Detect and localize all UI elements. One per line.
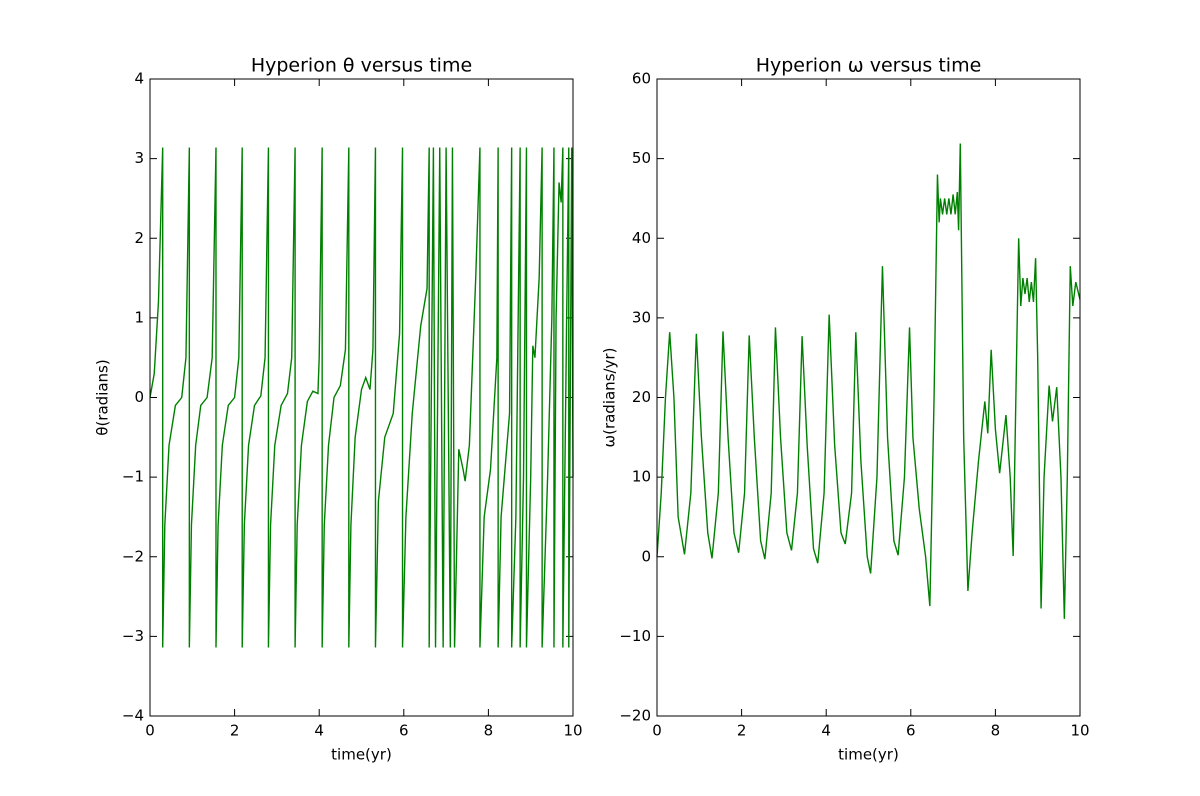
x-tick-label: 2 [737, 722, 747, 740]
x-tick-label: 0 [145, 722, 155, 740]
plot-frame [149, 78, 574, 717]
y-tick-label: 3 [134, 149, 144, 167]
data-line [656, 143, 1081, 619]
x-tick-label: 0 [652, 722, 662, 740]
chart-title: Hyperion θ versus time [251, 55, 472, 77]
plot-frame [656, 78, 1081, 717]
y-tick-label: 30 [632, 308, 651, 326]
y-tick-label: −10 [619, 627, 651, 645]
y-tick-label: −3 [122, 627, 144, 645]
y-tick-label: 40 [632, 229, 651, 247]
y-tick-label: 0 [641, 547, 651, 565]
data-line [149, 147, 574, 648]
chart-title: Hyperion ω versus time [756, 55, 982, 77]
x-tick-label: 10 [563, 722, 582, 740]
y-tick-label: 20 [632, 388, 651, 406]
y-tick-label: 60 [632, 70, 651, 88]
y-tick-label: 10 [632, 468, 651, 486]
x-axis-label: time(yr) [838, 746, 899, 764]
x-tick-label: 8 [991, 722, 1001, 740]
x-axis-label: time(yr) [331, 746, 392, 764]
y-tick-label: 4 [134, 70, 144, 88]
y-tick-label: −20 [619, 707, 651, 725]
y-tick-label: 2 [134, 229, 144, 247]
x-tick-label: 4 [314, 722, 324, 740]
y-tick-label: 1 [134, 308, 144, 326]
x-tick-label: 10 [1070, 722, 1089, 740]
y-tick-label: −4 [122, 707, 144, 725]
x-tick-label: 6 [399, 722, 409, 740]
y-tick-label: 50 [632, 149, 651, 167]
x-tick-label: 2 [230, 722, 240, 740]
y-tick-label: −1 [122, 468, 144, 486]
y-axis-label: θ(radians) [94, 359, 112, 435]
x-tick-label: 4 [821, 722, 831, 740]
y-tick-label: 0 [134, 388, 144, 406]
y-tick-label: −2 [122, 547, 144, 565]
x-tick-label: 6 [906, 722, 916, 740]
y-axis-label: ω(radians/yr) [601, 348, 619, 448]
x-tick-label: 8 [484, 722, 494, 740]
